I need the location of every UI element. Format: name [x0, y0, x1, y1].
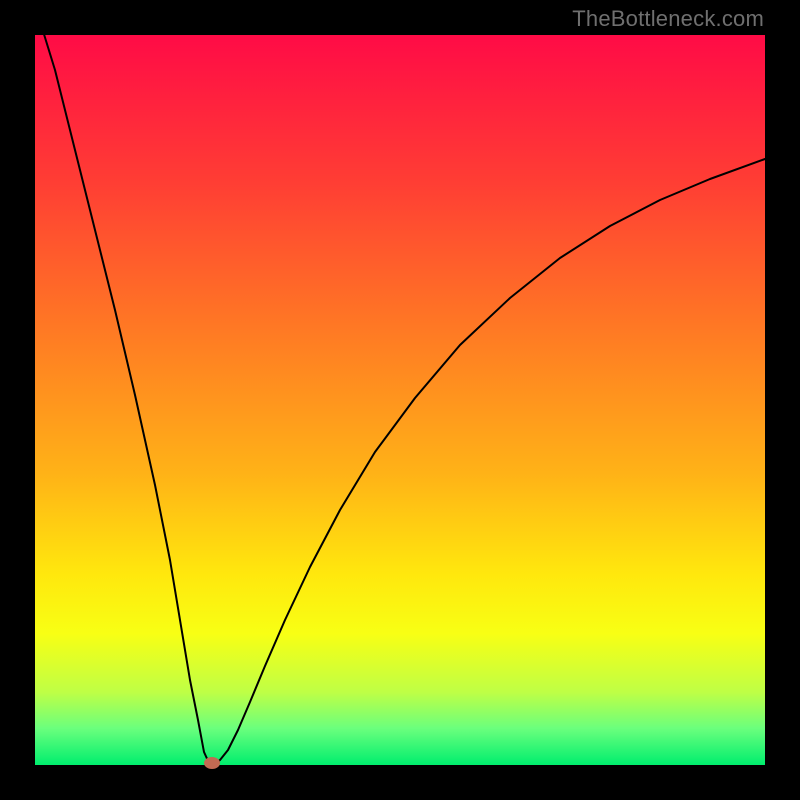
figure-root: TheBottleneck.com: [0, 0, 800, 800]
bottleneck-curve: [35, 5, 765, 764]
curve-layer: [0, 0, 800, 800]
watermark-text: TheBottleneck.com: [572, 6, 764, 32]
min-marker: [204, 757, 220, 769]
